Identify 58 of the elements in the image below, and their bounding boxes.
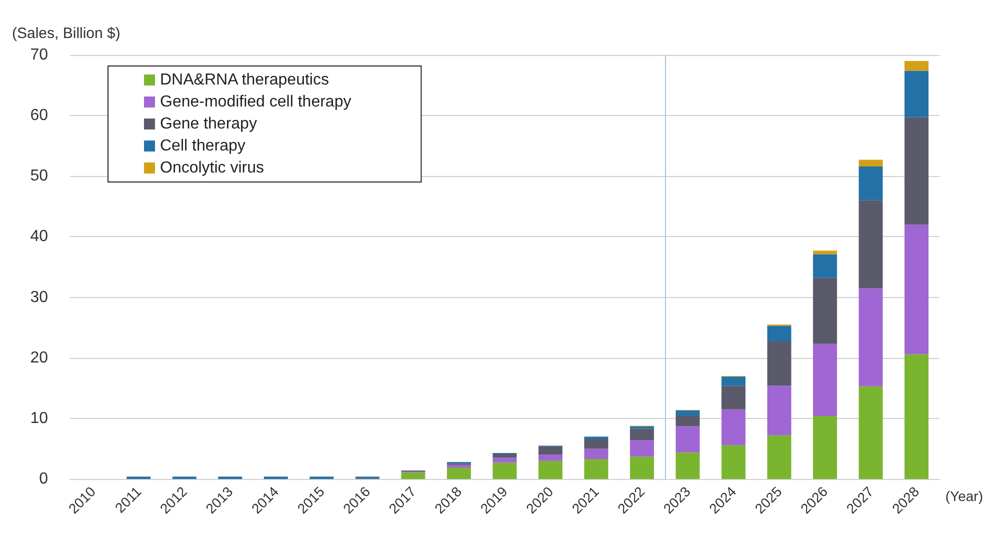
bar: [492, 454, 517, 458]
bar: [904, 224, 929, 354]
y-tick-label: 40: [30, 228, 48, 246]
bar: [676, 410, 700, 416]
bar: [858, 166, 883, 200]
legend-label: Oncolytic virus: [160, 160, 264, 176]
bar: [676, 426, 700, 452]
bar: [858, 288, 883, 386]
legend-label: Gene-modified cell therapy: [160, 94, 352, 110]
bar: [858, 386, 883, 479]
bar: [401, 472, 426, 479]
y-tick-label: 50: [30, 168, 48, 185]
bar: [721, 445, 746, 479]
bar: [676, 452, 700, 479]
bar: [767, 435, 792, 479]
bar: [584, 436, 608, 440]
bar: [858, 160, 883, 166]
bar: [584, 459, 608, 479]
y-axis-title: (Sales, Billion $): [12, 25, 120, 42]
bar: [492, 462, 517, 479]
bar: [446, 464, 471, 468]
bar: [812, 278, 837, 344]
bar: [630, 456, 654, 479]
bar: [721, 376, 746, 386]
bar: [904, 354, 929, 479]
bar: [904, 61, 929, 71]
bar: [812, 250, 837, 254]
bar: [538, 460, 562, 479]
bar: [767, 386, 792, 436]
bar: [721, 409, 746, 446]
bar: [630, 428, 654, 440]
bar: [858, 200, 883, 288]
legend-label: Gene therapy: [160, 116, 257, 132]
legend-label: DNA&RNA therapeutics: [160, 72, 329, 88]
x-axis-title: (Year): [945, 488, 984, 504]
bar: [904, 117, 929, 225]
y-tick-label: 30: [30, 288, 48, 306]
bar: [492, 458, 517, 463]
bar: [584, 448, 608, 460]
y-tick-label: 0: [39, 470, 48, 488]
bar: [446, 467, 471, 479]
bar: [812, 416, 837, 479]
y-tick-label: 20: [30, 349, 48, 366]
bar: [538, 454, 562, 461]
bar: [630, 440, 654, 457]
bar: [904, 70, 929, 118]
bar: [584, 439, 608, 449]
y-tick-label: 70: [30, 46, 48, 64]
legend-label: Cell therapy: [160, 138, 246, 154]
bar: [721, 386, 746, 410]
bar: [767, 326, 792, 342]
bar: [812, 344, 837, 416]
bar: [767, 342, 792, 386]
y-tick-label: 60: [30, 107, 48, 124]
bar: [812, 254, 837, 278]
bar: [676, 416, 700, 426]
bar: [538, 446, 562, 455]
y-tick-label: 10: [30, 410, 48, 427]
